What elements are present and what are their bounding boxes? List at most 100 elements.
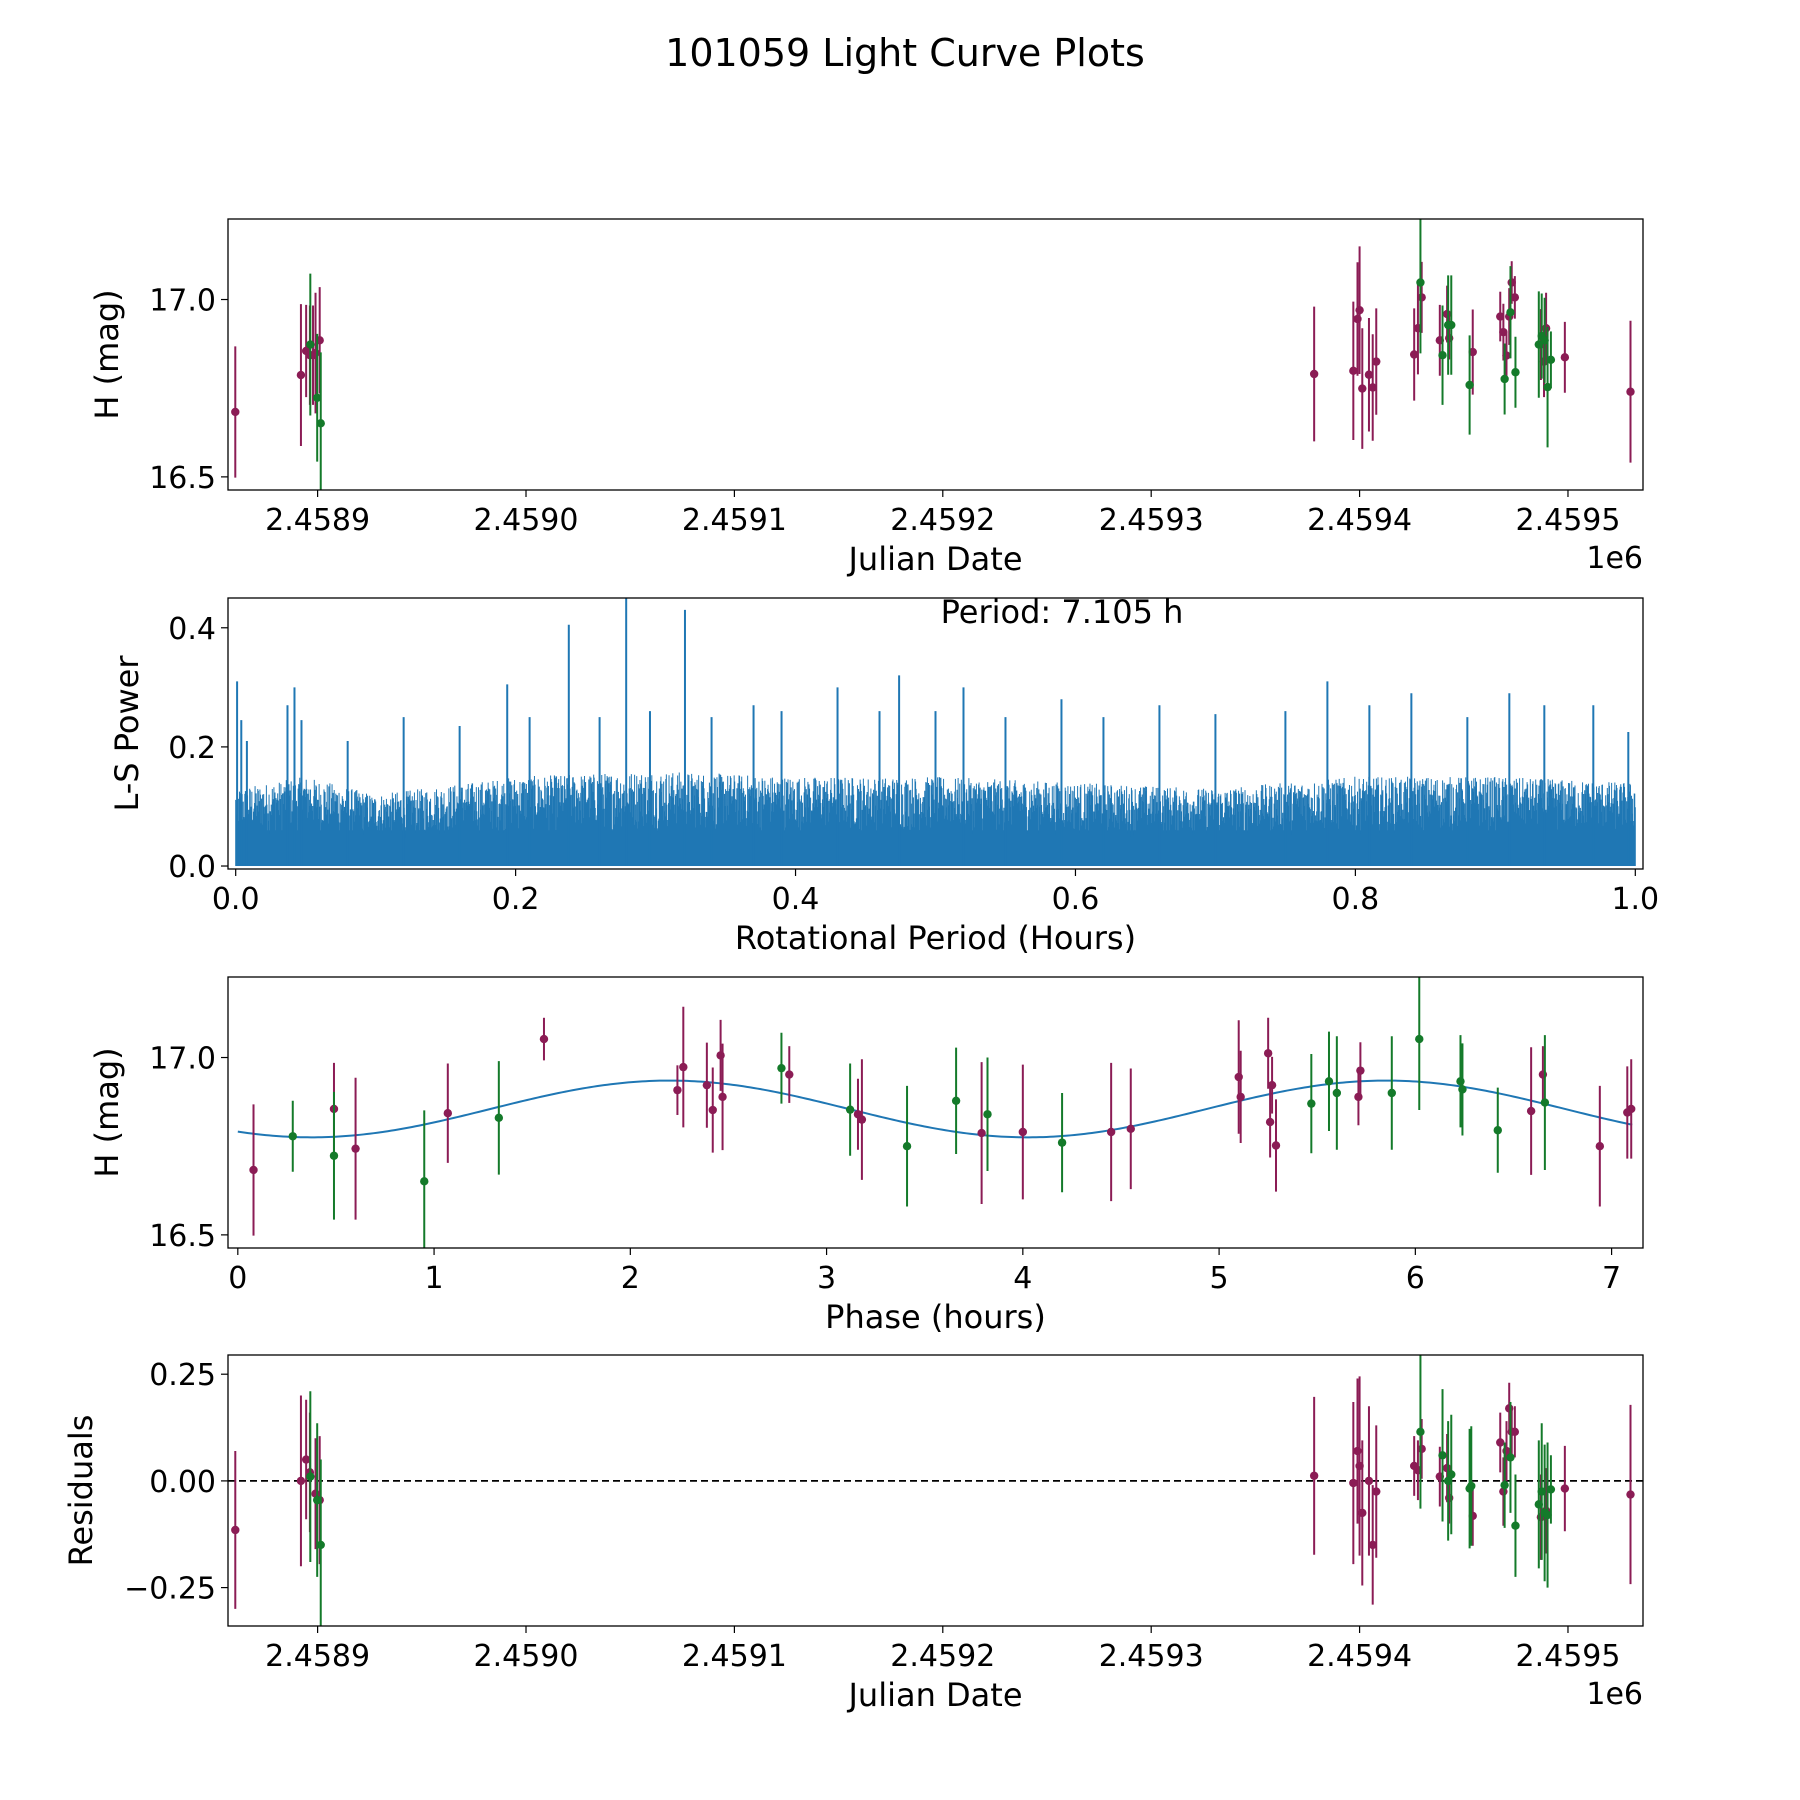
phase-xtick-label: 3 (817, 1261, 836, 1296)
phase-point (785, 1070, 794, 1079)
lc-xtick-label: 2.4592 (890, 503, 995, 538)
residuals-point (1443, 1476, 1453, 1486)
lc-series-filter-2 (306, 219, 1556, 490)
phase-xtick-label: 2 (621, 1261, 640, 1296)
residuals-point (1546, 1485, 1556, 1494)
phase-xlabel: Phase (hours) (825, 1298, 1046, 1336)
lc-point (1500, 374, 1509, 384)
periodogram-xtick-label: 1.0 (1611, 882, 1659, 917)
periodogram-ytick-label: 0.4 (168, 612, 216, 647)
phase-fit-curve (237, 1079, 1633, 1139)
lc-point (1309, 369, 1319, 379)
periodogram-series (235, 598, 1636, 867)
phase-point (329, 1151, 339, 1160)
residuals-point (1543, 1510, 1552, 1520)
lc-point (1368, 383, 1377, 392)
phase-point (1263, 1049, 1273, 1058)
residuals-xlabel: Julian Date (846, 1676, 1022, 1714)
lc-frame (227, 218, 1644, 491)
phase-point (1271, 1141, 1281, 1150)
residuals-point (1560, 1484, 1570, 1493)
lc-ytick-label: 17.0 (149, 284, 216, 319)
residuals-xtick-label: 2.4594 (1307, 1639, 1412, 1674)
phase-point (1307, 1099, 1316, 1108)
lc-point (1416, 278, 1425, 287)
periodogram-xtick-label: 0.8 (1332, 882, 1380, 917)
phase-xtick-label: 6 (1406, 1261, 1425, 1296)
periodogram-xtick-label: 0.4 (772, 882, 820, 917)
lc-xlabel: Julian Date (846, 540, 1022, 578)
phase-point (539, 1034, 549, 1044)
lc-point (1364, 370, 1374, 379)
periodogram-xlabel: Rotational Period (Hours) (735, 919, 1136, 957)
residuals-point (231, 1525, 240, 1535)
panels: 2.4589 2.4590 2.4591 2.4592 2.4593 2.4594 2.45… (62, 218, 1659, 1714)
phase-xtick-label: 5 (1210, 1261, 1229, 1296)
phase-point (1265, 1117, 1275, 1127)
lc-point (1468, 347, 1477, 357)
phase-point (857, 1115, 867, 1124)
phase-point (718, 1092, 727, 1102)
residuals-xtick-label: 2.4592 (890, 1639, 995, 1674)
phase-point (1627, 1104, 1636, 1114)
phase-point (1387, 1088, 1396, 1098)
residuals-point (1467, 1481, 1476, 1491)
residuals-ytick-label: 0.00 (149, 1465, 216, 1500)
residuals-point (1364, 1476, 1374, 1486)
phase-point (443, 1109, 453, 1118)
residuals-point (1372, 1487, 1381, 1496)
residuals-x-offset-label: 1e6 (1586, 1677, 1643, 1712)
lc-point (1349, 366, 1358, 376)
residuals-point (1368, 1540, 1377, 1550)
phase-point (845, 1105, 855, 1114)
phase-point (777, 1063, 786, 1073)
phase-xtick-label: 0 (228, 1261, 247, 1296)
lc-point (1447, 320, 1456, 330)
phase-point (1540, 1098, 1550, 1107)
lc-xtick-label: 2.4594 (1307, 503, 1412, 538)
residuals-point (316, 1540, 325, 1550)
lc-point (1560, 353, 1570, 362)
phase-point (249, 1165, 258, 1175)
lc-point (1496, 312, 1505, 321)
periodogram-xtick-label: 0.6 (1052, 882, 1100, 917)
periodogram-spectrum (235, 772, 1636, 867)
lc-point (1499, 327, 1508, 337)
phase-point (679, 1062, 688, 1072)
phase-point (1106, 1127, 1116, 1137)
lc-point (1511, 368, 1520, 377)
phase-point (1493, 1126, 1502, 1135)
residuals-point (1500, 1480, 1509, 1490)
lc-point (311, 348, 320, 358)
lc-point (1626, 387, 1635, 396)
residuals-ytick-label: 0.25 (149, 1358, 216, 1393)
residuals-point (1510, 1427, 1520, 1437)
residuals-point (1438, 1451, 1447, 1460)
periodogram-xtick-label: 0.0 (212, 882, 260, 917)
phase-xtick-label: 4 (1013, 1261, 1032, 1296)
lc-point (312, 393, 322, 402)
residuals-xtick-label: 2.4593 (1099, 1639, 1204, 1674)
lc-point (1438, 351, 1447, 360)
phase-point (1267, 1080, 1277, 1090)
phase-point (951, 1096, 961, 1105)
residuals-point (1496, 1438, 1505, 1447)
residuals-xtick-label: 2.4590 (474, 1639, 579, 1674)
phase-xtick-label: 7 (1602, 1261, 1621, 1296)
periodogram-frame (227, 597, 1644, 870)
lc-ylabel: H (mag) (88, 289, 126, 419)
phase-series-filter-2 (288, 977, 1550, 1248)
phase-point (702, 1080, 712, 1090)
residuals-point (1511, 1521, 1520, 1530)
phase-xtick-label: 1 (425, 1261, 444, 1296)
periodogram-ylabel: L-S Power (108, 655, 146, 812)
lc-x-offset-label: 1e6 (1586, 541, 1643, 576)
lc-xtick-label: 2.4593 (1099, 503, 1204, 538)
phase-point (708, 1105, 717, 1115)
lc-point (1465, 380, 1474, 390)
lc-point (296, 370, 306, 380)
lc-point (1541, 324, 1551, 333)
periodogram-ytick-label: 0.0 (168, 850, 216, 885)
